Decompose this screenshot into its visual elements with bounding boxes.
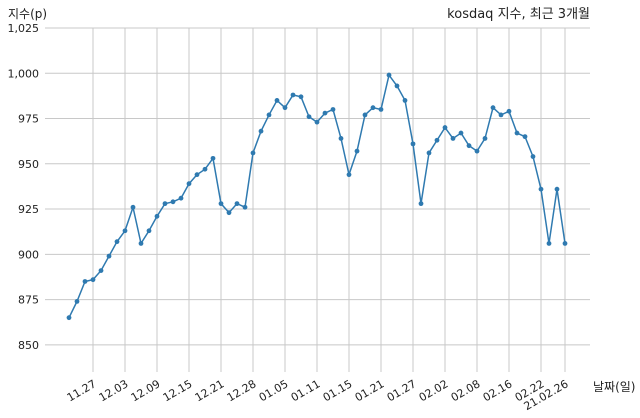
data-point (154, 213, 160, 219)
data-point (90, 277, 96, 283)
x-tick-label: 12.09 (129, 377, 163, 404)
x-tick-label: 01.27 (385, 377, 419, 404)
data-point (522, 134, 528, 140)
x-tick-label: 12.03 (97, 377, 131, 404)
data-point (210, 155, 216, 161)
data-point (354, 148, 360, 154)
data-point (506, 108, 512, 114)
y-tick-label: 925 (18, 203, 39, 216)
data-point (530, 154, 536, 159)
data-point (482, 136, 488, 141)
data-point (282, 105, 288, 111)
data-point (114, 239, 120, 245)
data-point (178, 195, 184, 201)
grid (45, 27, 590, 372)
x-tick-label: 01.21 (353, 377, 387, 404)
data-point (74, 298, 80, 304)
data-point (434, 137, 440, 143)
x-tick-label: 12.28 (225, 377, 259, 404)
data-point (162, 201, 168, 207)
y-tick-label: 850 (18, 339, 39, 352)
data-point (450, 136, 456, 141)
data-point (554, 186, 560, 192)
data-point (266, 112, 272, 118)
data-point (346, 172, 352, 178)
data-point (362, 112, 368, 118)
data-point (490, 105, 496, 111)
data-point (442, 125, 448, 130)
data-point (410, 141, 416, 147)
y-tick-label: 950 (18, 158, 39, 171)
x-axis-ticks: 11.2712.0312.0912.1512.2112.2801.0501.11… (65, 377, 571, 413)
data-point (202, 166, 208, 172)
data-point (106, 253, 112, 259)
data-point (122, 228, 128, 234)
y-axis-label: 지수(p) (8, 7, 47, 21)
data-point (458, 130, 464, 136)
data-point (426, 150, 432, 156)
data-point (82, 279, 88, 284)
data-point (186, 181, 192, 187)
data-point (546, 241, 552, 246)
data-point (98, 268, 104, 274)
data-point (466, 143, 472, 149)
x-tick-label: 02.02 (417, 377, 451, 404)
x-tick-label: 02.08 (449, 377, 483, 404)
x-tick-label: 12.21 (193, 377, 227, 404)
y-tick-label: 1,025 (8, 22, 40, 35)
x-tick-label: 01.05 (257, 377, 291, 404)
series-layer (66, 72, 568, 321)
data-point (146, 228, 152, 234)
x-tick-label: 11.27 (65, 377, 99, 404)
x-tick-label: 01.11 (289, 377, 323, 404)
data-point (394, 83, 400, 89)
data-point (306, 114, 312, 120)
data-point (378, 107, 384, 112)
data-point (242, 204, 248, 210)
data-point (234, 201, 240, 207)
x-axis-label: 날짜(일) (593, 380, 635, 394)
y-tick-label: 1,000 (8, 67, 40, 80)
data-point (538, 186, 544, 192)
y-axis-ticks: 850 875 900 925 950 975 1,000 1,025 (8, 22, 40, 352)
data-point (370, 105, 376, 111)
data-point (258, 128, 264, 134)
data-point (298, 94, 304, 100)
data-point (250, 150, 256, 156)
data-point (402, 98, 408, 103)
data-point (474, 148, 480, 154)
x-tick-label: 02.16 (481, 377, 515, 404)
y-tick-label: 900 (18, 248, 39, 261)
data-point (138, 241, 144, 246)
data-point (386, 72, 392, 78)
data-point (322, 110, 328, 116)
data-point (498, 112, 504, 118)
y-tick-label: 875 (18, 294, 39, 307)
data-point (290, 92, 296, 98)
data-point (194, 172, 200, 178)
data-point (274, 98, 280, 103)
data-point (338, 136, 344, 141)
data-point (170, 199, 176, 205)
x-tick-label: 12.15 (161, 377, 195, 404)
data-point (66, 315, 72, 321)
data-point (314, 119, 320, 125)
data-point (330, 107, 336, 112)
x-tick-label: 01.15 (321, 377, 355, 404)
data-point (218, 201, 224, 207)
y-tick-label: 975 (18, 113, 39, 126)
chart-title: kosdaq 지수, 최근 3개월 (447, 7, 590, 22)
data-point (562, 241, 568, 246)
data-point (226, 210, 232, 216)
data-point (514, 130, 520, 136)
data-point (418, 201, 424, 207)
data-point (130, 204, 136, 210)
